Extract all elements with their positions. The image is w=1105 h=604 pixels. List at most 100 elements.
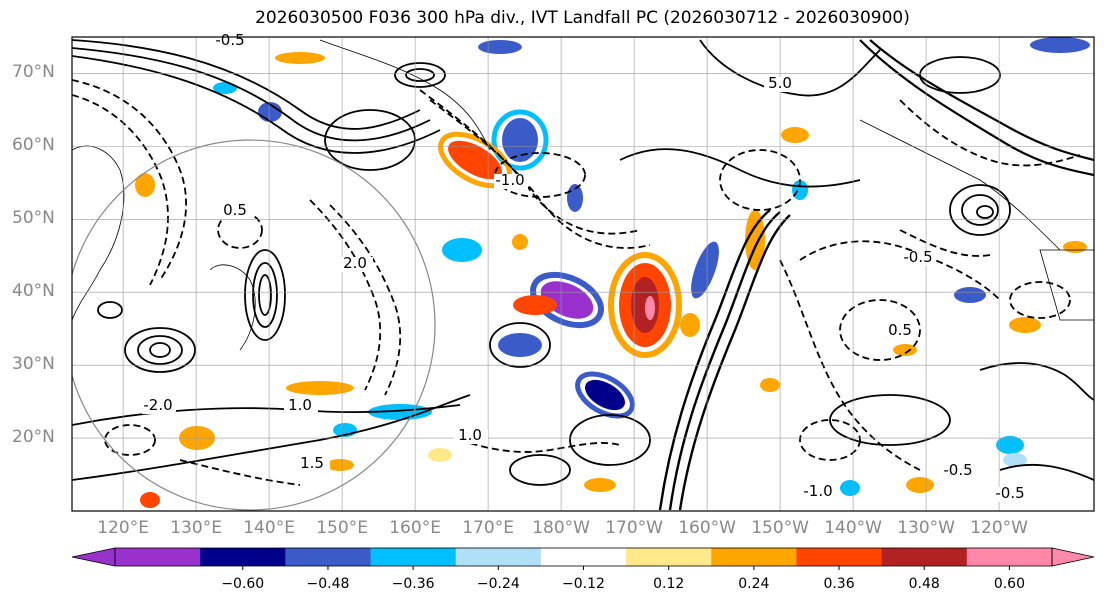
coastlines <box>72 39 1094 351</box>
contour-label: -0.5 <box>215 31 244 49</box>
shade-blob <box>996 436 1024 454</box>
shade-blob <box>575 371 635 419</box>
shade-blob <box>893 344 917 356</box>
contour-label: 5.0 <box>768 74 792 92</box>
contour-label-bg <box>494 174 528 189</box>
shade-blob <box>760 378 780 392</box>
contour-label-bg <box>802 485 836 500</box>
map-title: 2026030500 F036 300 hPa div., IVT Landfa… <box>255 8 910 28</box>
projection-circle <box>72 139 436 511</box>
shade-blob <box>513 295 557 315</box>
latitude-label: 20°N <box>12 427 55 448</box>
shade-blob <box>691 241 719 299</box>
longitude-label: 120°E <box>97 518 149 538</box>
contour-label-bg <box>902 251 936 266</box>
shade-blob <box>275 52 325 64</box>
contour-label: -1.0 <box>803 482 832 500</box>
colorbar-segment <box>285 548 372 566</box>
contour-label: -2.0 <box>143 396 172 414</box>
contour-label: 1.5 <box>300 454 324 472</box>
contour-label-bg <box>142 399 176 414</box>
shade-blob <box>442 238 482 262</box>
colorbar-segment <box>370 548 457 566</box>
colorbar-segment <box>966 548 1053 566</box>
colorbar-tick-label: −0.60 <box>221 576 265 592</box>
contour-label: 1.0 <box>288 396 312 414</box>
shade-blob <box>286 381 354 395</box>
contour-label-bg <box>454 429 488 444</box>
shade-blob <box>1003 453 1027 467</box>
longitude-label: 150°E <box>316 518 368 538</box>
shade-blob <box>745 210 765 270</box>
colorbar-tick-label: 0.48 <box>908 576 940 592</box>
latitude-label: 70°N <box>12 62 55 83</box>
colorbar-tick-label: −0.48 <box>306 576 350 592</box>
shade-blob <box>584 478 616 492</box>
shade-blob <box>781 127 809 143</box>
colorbar-segment <box>200 548 286 566</box>
map-background <box>72 37 1094 511</box>
longitude-label: 160°W <box>678 518 736 538</box>
colorbar-segment <box>711 548 797 566</box>
longitude-label: 180°W <box>532 518 590 538</box>
colorbar-segment <box>881 548 968 566</box>
longitude-label: 130°W <box>897 518 955 538</box>
ivt-negative-contours <box>72 79 1081 486</box>
contour-label-bg <box>994 487 1028 502</box>
colorbar-segment <box>455 548 542 566</box>
contour-label-bg <box>219 204 253 219</box>
contour-label-bg <box>214 34 248 49</box>
shade-blob <box>530 271 604 329</box>
longitude-label: 160°E <box>389 518 441 538</box>
shade-blob <box>326 459 354 471</box>
colorbar-tick-label: −0.12 <box>562 576 605 592</box>
colorbar-segment <box>796 548 883 566</box>
colorbar-tick-label: 0.24 <box>738 576 770 592</box>
colorbar-segment <box>540 548 627 566</box>
latitude-label: 40°N <box>12 281 55 302</box>
colorbar-extend-high <box>1051 547 1095 567</box>
shade-blob <box>448 140 502 180</box>
longitude-label: 140°E <box>243 518 295 538</box>
contour-label-bg <box>339 257 373 272</box>
contour-label: -0.5 <box>943 461 972 479</box>
shade-blob <box>631 277 659 333</box>
map-grid <box>72 37 1094 511</box>
shade-blob <box>491 109 549 171</box>
colorbar-tick-label: −0.24 <box>476 576 520 592</box>
shade-blob <box>954 287 986 303</box>
shade-blob <box>1030 37 1090 53</box>
longitude-label: 170°E <box>462 518 514 538</box>
colorbar-tick-label: 0.36 <box>823 576 855 592</box>
contour-labels: -0.5 1.0 5.0 -1.0 0.5 -2.0 2.0 1.5 -0.5 0.5 -0.5 -1… <box>142 31 1028 502</box>
contour-label: -0.5 <box>995 484 1024 502</box>
longitude-label: 120°W <box>970 518 1028 538</box>
shade-blob <box>906 477 934 493</box>
contour-label-bg <box>296 457 330 472</box>
shade-blob <box>512 234 528 250</box>
shade-blob <box>1009 317 1041 333</box>
colorbar <box>71 547 1095 570</box>
contour-label-bg <box>284 399 318 414</box>
shade-blob <box>502 118 538 162</box>
shade-blob <box>585 379 625 411</box>
shade-blob <box>213 82 237 94</box>
colorbar-extend-low <box>71 547 116 567</box>
shade-blob <box>1063 241 1087 253</box>
contour-label: 0.5 <box>888 321 912 339</box>
colorbar-tick-label: −0.36 <box>391 576 435 592</box>
contour-label-bg <box>884 324 918 339</box>
latitude-label: 50°N <box>12 208 55 229</box>
colorbar-tick-label: 0.60 <box>993 576 1025 592</box>
shade-blob <box>140 492 160 508</box>
contour-label: -0.5 <box>903 248 932 266</box>
contour-label: 0.5 <box>223 201 247 219</box>
longitude-label: 170°W <box>605 518 663 538</box>
shade-blob <box>478 40 522 54</box>
contour-label: -1.0 <box>495 171 524 189</box>
colorbar-tick-label: 0.12 <box>653 576 685 592</box>
colorbar-segment <box>626 548 712 566</box>
shade-blob <box>135 173 155 197</box>
contour-label: 2.0 <box>343 254 367 272</box>
